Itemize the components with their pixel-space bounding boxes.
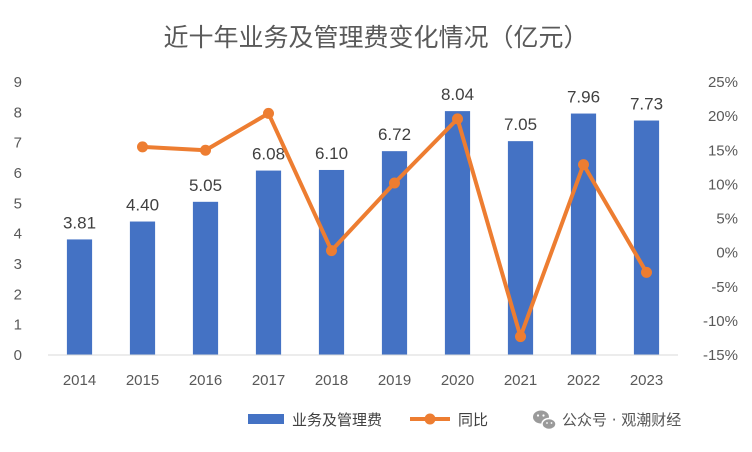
legend-bar-label: 业务及管理费	[292, 411, 382, 429]
x-tick-label: 2017	[252, 372, 285, 389]
yoy-point	[326, 245, 337, 257]
yoy-point	[389, 177, 400, 189]
bar-data-label: 6.08	[252, 145, 285, 164]
bar	[255, 170, 282, 355]
x-tick-label: 2021	[504, 372, 537, 389]
yoy-point	[452, 113, 463, 125]
bar-data-label: 5.05	[189, 176, 222, 195]
y-right-tick-label: -10%	[703, 313, 738, 330]
left-axis: 0 1 2 3 4 5 6 7 8 9	[14, 74, 22, 364]
bar	[507, 141, 534, 355]
bar	[192, 201, 219, 355]
watermark: 公众号 · 观潮财经	[533, 410, 681, 431]
bar-data-label: 7.96	[567, 88, 600, 107]
bar-data-label: 7.05	[504, 115, 537, 134]
x-tick-label: 2014	[63, 372, 96, 389]
bar-data-label: 7.73	[630, 95, 663, 114]
y-left-tick-label: 5	[14, 195, 22, 212]
bar-data-label: 8.04	[441, 85, 474, 104]
legend-line-marker	[424, 413, 436, 425]
yoy-point	[641, 266, 652, 278]
y-right-tick-label: -5%	[711, 279, 738, 296]
bar-data-label: 6.72	[378, 125, 411, 144]
y-right-tick-label: 20%	[708, 108, 738, 125]
x-tick-label: 2015	[126, 372, 159, 389]
bar-data-label: 3.81	[63, 213, 96, 232]
y-right-tick-label: 5%	[716, 211, 738, 228]
x-tick-label: 2016	[189, 372, 222, 389]
y-right-tick-label: 25%	[708, 74, 738, 91]
bar-data-label: 4.40	[126, 196, 159, 215]
bar	[633, 120, 660, 355]
yoy-point	[263, 107, 274, 119]
x-tick-label: 2023	[630, 372, 663, 389]
watermark-text: 公众号 · 观潮财经	[562, 411, 681, 429]
y-left-tick-label: 7	[14, 135, 22, 152]
legend-bar-swatch	[248, 414, 284, 424]
wechat-icon	[533, 410, 557, 431]
yoy-point	[515, 331, 526, 343]
yoy-point	[578, 159, 589, 171]
y-right-tick-label: -15%	[703, 347, 738, 364]
bar	[129, 221, 156, 355]
bar-data-label: 6.10	[315, 144, 348, 163]
yoy-point	[200, 144, 211, 156]
y-right-tick-label: 0%	[716, 245, 738, 262]
yoy-point	[137, 141, 148, 153]
y-left-tick-label: 4	[14, 226, 22, 243]
y-right-tick-label: 15%	[708, 142, 738, 159]
y-left-tick-label: 2	[14, 286, 22, 303]
chart-title: 近十年业务及管理费变化情况（亿元）	[163, 23, 588, 52]
bar	[570, 113, 597, 356]
x-tick-label: 2022	[567, 372, 600, 389]
bar-data-labels: 3.81 4.40 5.05 6.08 6.10 6.72 8.04 7.05 7.96 7.73	[63, 85, 663, 232]
y-left-tick-label: 1	[14, 317, 22, 334]
legend-line-label: 同比	[458, 411, 488, 429]
bar	[66, 239, 93, 355]
x-tick-label: 2020	[441, 372, 474, 389]
x-tick-label: 2018	[315, 372, 348, 389]
line-series	[137, 107, 652, 343]
bar	[318, 169, 345, 355]
y-left-tick-label: 9	[14, 74, 22, 91]
x-tick-label: 2019	[378, 372, 411, 389]
legend: 业务及管理费 同比	[248, 411, 488, 429]
y-left-tick-label: 0	[14, 347, 22, 364]
y-right-tick-label: 10%	[708, 176, 738, 193]
y-left-tick-label: 6	[14, 165, 22, 182]
y-left-tick-label: 3	[14, 256, 22, 273]
right-axis: -15% -10% -5% 0% 5% 10% 15% 20% 25%	[703, 74, 738, 364]
bar-series	[66, 111, 660, 356]
y-left-tick-label: 8	[14, 104, 22, 121]
x-axis: 2014 2015 2016 2017 2018 2019 2020 2021 2022 2023	[63, 372, 663, 389]
